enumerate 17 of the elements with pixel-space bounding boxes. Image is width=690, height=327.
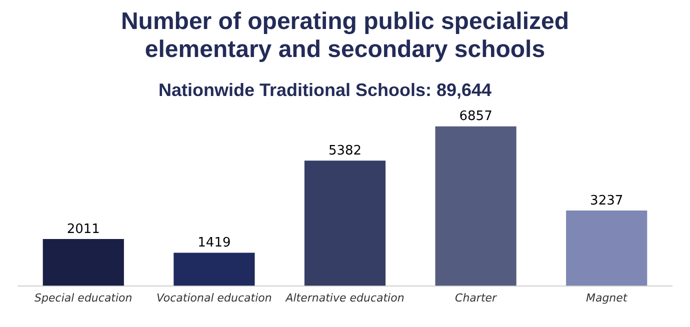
data-label: 2011 bbox=[66, 222, 100, 237]
chart-subtitle: Nationwide Traditional Schools: 89,644 bbox=[157, 80, 493, 101]
x-tick-label: Magnet bbox=[586, 291, 628, 304]
bar bbox=[304, 160, 386, 286]
data-label: 5382 bbox=[328, 144, 362, 159]
chart-title: Number of operating public specialized elementary and secondary schools bbox=[120, 8, 570, 64]
bar bbox=[435, 126, 516, 286]
bar bbox=[174, 252, 255, 286]
x-tick-label: Special education bbox=[34, 291, 132, 304]
bar bbox=[566, 210, 648, 286]
x-tick-label: Vocational education bbox=[156, 291, 272, 304]
data-label: 1419 bbox=[198, 236, 231, 251]
data-label: 6857 bbox=[459, 109, 492, 124]
x-tick-label: Alternative education bbox=[284, 291, 404, 304]
bar bbox=[42, 239, 124, 286]
x-tick-label: Charter bbox=[455, 291, 498, 304]
data-label: 3237 bbox=[590, 193, 624, 208]
